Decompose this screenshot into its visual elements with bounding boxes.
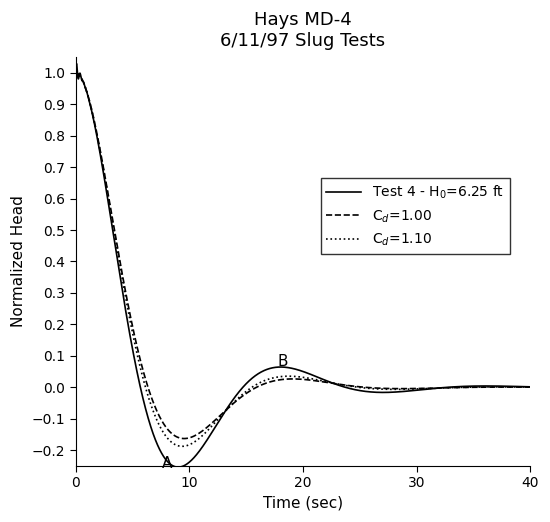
Y-axis label: Normalized Head: Normalized Head bbox=[11, 196, 26, 327]
Text: A: A bbox=[162, 456, 172, 471]
Title: Hays MD-4
6/11/97 Slug Tests: Hays MD-4 6/11/97 Slug Tests bbox=[221, 11, 386, 50]
Text: B: B bbox=[278, 354, 288, 369]
Legend: Test 4 - H$_0$=6.25 ft, C$_d$=1.00, C$_d$=1.10: Test 4 - H$_0$=6.25 ft, C$_d$=1.00, C$_d… bbox=[321, 179, 509, 254]
X-axis label: Time (sec): Time (sec) bbox=[263, 496, 343, 511]
